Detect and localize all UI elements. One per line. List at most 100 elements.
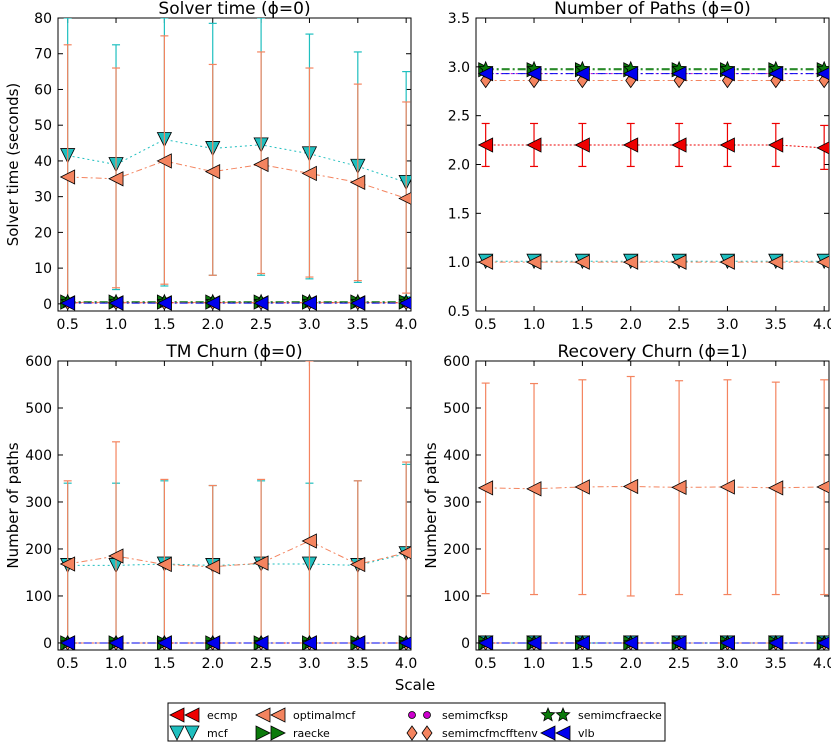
y-tick-label: 600 [443,354,470,370]
x-tick-label: 1.0 [523,656,545,672]
data-point [204,163,221,180]
y-tick-label: 100 [25,589,52,605]
legend-item-raecke: raecke [255,725,330,741]
legend-item-semimcfmcfftenv: semimcfmcfftenv [406,725,538,741]
x-tick-label: 2.5 [250,656,272,672]
data-point [253,156,269,173]
y-tick-label: 20 [34,225,52,241]
data-point [719,635,735,650]
data-point [477,254,494,270]
x-tick-label: 2.0 [202,656,224,672]
y-tick-label: 100 [443,589,470,605]
data-point [477,137,494,153]
data-point [574,479,590,495]
data-point [767,480,784,496]
data-point [574,66,590,82]
series-optimalmcf [59,361,411,644]
x-tick-label: 0.5 [57,656,79,672]
legend-marker [169,725,185,741]
data-point [622,635,639,650]
y-tick-label: 3.5 [448,11,470,27]
y-tick-label: 0 [461,636,470,652]
data-point [526,635,542,650]
series-line [485,144,825,149]
x-tick-label: 3.0 [716,656,738,672]
series-line [67,540,407,568]
data-point [719,254,735,270]
legend-marker [255,725,271,741]
data-point [526,66,542,82]
x-tick-label: 3.5 [765,317,787,333]
data-point [816,636,829,650]
data-point [816,255,829,269]
x-tick-label: 4.0 [813,656,831,672]
data-point [671,137,687,153]
subplot-3: TM Churn (ϕ=0) Number of paths 0.5 1.0 1.5 2.… [4,342,417,672]
legend-marker [255,707,271,723]
data-point [156,635,172,650]
y-axis-label: Number of paths [4,442,22,568]
data-point [108,548,124,564]
y-axis-label: Number of paths [422,442,440,568]
data-point [301,165,317,182]
data-point [816,67,829,81]
x-tick-label: 0.5 [57,317,79,333]
legend: ecmp mcf optimalmcf raecke semimcfksp semimcf… [167,702,666,742]
x-tick-label: 3.0 [716,317,738,333]
series-vlb [477,66,829,82]
x-tick-label: 2.5 [250,317,272,333]
legend-marker [270,725,286,741]
legend-marker [555,725,571,741]
legend-marker [184,725,200,741]
data-point [156,295,172,311]
y-tick-label: 10 [34,261,52,277]
data-point [301,295,317,311]
legend-item-vlb: vlb [540,725,595,741]
data-point [253,295,269,311]
y-tick-label: 1.5 [448,206,470,222]
data-point [59,556,76,572]
chart-title: Recovery Churn (ϕ=1) [557,342,747,362]
data-point [156,556,172,573]
chart-title: Number of Paths (ϕ=0) [554,0,751,19]
x-tick-label: 4.0 [395,656,417,672]
data-point [671,254,687,270]
data-point [574,635,590,650]
y-axis-label: Solver time (seconds) [4,83,22,247]
y-tick-label: 0.5 [448,304,470,320]
chart-title: Solver time (ϕ=0) [158,0,310,19]
y-tick-label: 400 [443,448,470,464]
x-tick-label: 2.0 [620,317,642,333]
series-optimalmcf [477,254,829,270]
y-tick-label: 600 [25,354,52,370]
y-tick-label: 500 [443,401,470,417]
y-tick-label: 70 [34,47,52,63]
data-point [816,141,829,155]
plots-layer: Solver time (ϕ=0) Solver time (seconds) 0.… [4,0,831,672]
data-point [477,66,494,82]
legend-marker [540,706,556,722]
legend-marker [270,707,286,723]
data-point [767,137,784,153]
data-point [59,169,76,185]
data-point [108,295,124,311]
x-tick-label: 4.0 [395,317,417,333]
legend-marker [184,707,200,723]
y-tick-label: 80 [34,11,52,27]
data-point [59,295,76,311]
legend-label: ecmp [207,709,238,722]
data-point [526,137,542,153]
legend-marker [406,725,418,741]
x-tick-label: 1.0 [523,317,545,333]
legend-item-semimcfksp: semimcfksp [408,709,508,722]
x-tick-label: 0.5 [475,656,497,672]
data-layer [59,18,411,311]
data-point [477,635,494,650]
data-point [622,254,639,270]
x-tick-label: 1.0 [105,656,127,672]
series-line [67,160,407,199]
subplot-4: Recovery Churn (ϕ=1) Number of paths 0.5 1.… [422,342,831,672]
data-point [719,66,735,82]
data-point [156,153,172,169]
